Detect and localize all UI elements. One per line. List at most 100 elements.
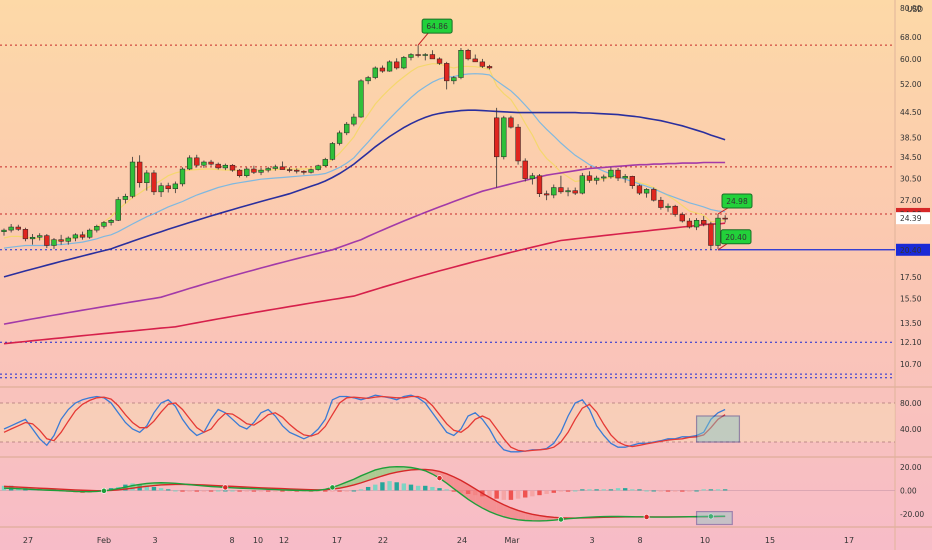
macd-histogram-bar <box>387 481 392 491</box>
macd-highlight-box <box>695 510 733 526</box>
time-tick-label: 15 <box>765 536 775 545</box>
macd-panel[interactable] <box>0 465 895 526</box>
candle-body <box>658 199 664 208</box>
macd-tick-label: 20.00 <box>900 463 922 472</box>
candle-body <box>272 166 278 169</box>
macd-crossover-marker <box>643 514 650 520</box>
callout-label: 20.40 <box>725 233 747 242</box>
candle-body <box>336 132 343 144</box>
macd-fill <box>446 473 454 489</box>
macd-crossover-marker <box>101 487 107 494</box>
currency-label: USD <box>907 5 923 14</box>
macd-histogram-bar <box>622 488 628 491</box>
macd-histogram-bar <box>358 489 364 491</box>
price-tick-label: 17.50 <box>900 273 922 282</box>
macd-histogram-bar <box>487 490 492 498</box>
callout-box <box>720 229 752 245</box>
candle-body <box>508 117 514 128</box>
macd-tick-label: 0.00 <box>900 486 917 495</box>
macd-histogram-bar <box>351 490 357 492</box>
price-tick-label: 34.50 <box>900 153 922 162</box>
candle-body <box>122 196 129 200</box>
ma-200-line <box>3 222 726 345</box>
time-tick-label: 12 <box>279 536 289 545</box>
candle-body <box>708 223 714 246</box>
time-tick-label: 24 <box>457 536 467 545</box>
candle-body <box>115 199 121 221</box>
candle-body <box>386 61 393 72</box>
candle-body <box>572 190 578 194</box>
stochastic-panel[interactable] <box>0 394 895 453</box>
price-panel[interactable]: 64.86 24.98 20.40 <box>0 18 895 379</box>
macd-histogram-bar <box>672 490 678 492</box>
candle-body <box>51 239 57 246</box>
macd-histogram-bar <box>194 490 199 492</box>
macd-histogram-bar <box>208 490 214 492</box>
price-tick-label: 12.10 <box>900 338 922 347</box>
candle-body <box>401 57 407 69</box>
candle-body <box>79 234 86 238</box>
stochastic-band <box>0 403 895 442</box>
candle-body <box>665 205 671 208</box>
candle-body <box>672 205 678 215</box>
candle-body <box>601 176 607 179</box>
macd-histogram-bar <box>558 490 564 492</box>
macd-histogram-bar <box>508 490 514 500</box>
candle-body <box>515 126 521 162</box>
candle-body <box>436 58 443 64</box>
macd-histogram-bar <box>401 483 407 491</box>
time-tick-label: 3 <box>152 536 157 545</box>
time-tick-label: 3 <box>589 536 594 545</box>
candle-body <box>315 165 321 170</box>
callout-label: 24.98 <box>726 197 748 206</box>
macd-histogram-bar <box>173 490 178 492</box>
candle-body <box>58 239 64 242</box>
time-tick-label: 10 <box>700 536 710 545</box>
macd-histogram-bar <box>451 490 457 492</box>
candle-body <box>294 169 300 172</box>
candle-body <box>615 169 621 179</box>
candle-body <box>379 67 386 72</box>
macd-histogram-bar <box>287 490 292 492</box>
macd-histogram-bar <box>144 485 149 491</box>
candle-body <box>108 220 114 223</box>
time-tick-label: 10 <box>253 536 263 545</box>
callout-pointer <box>417 32 429 46</box>
macd-histogram-bar <box>337 490 342 492</box>
candle-body <box>15 226 21 230</box>
macd-signal-line <box>3 468 726 519</box>
candle-body <box>451 77 457 82</box>
macd-histogram-bar <box>444 489 449 491</box>
candle-body <box>529 175 536 179</box>
macd-histogram-bar <box>701 489 706 491</box>
macd-crossover-marker <box>558 516 564 523</box>
macd-histogram-bar <box>344 490 349 492</box>
macd-histogram-bar <box>644 490 649 492</box>
ma-50-line <box>3 109 726 278</box>
macd-histogram-bar <box>258 490 264 492</box>
candle-body <box>422 54 428 56</box>
time-tick-label: 8 <box>637 536 642 545</box>
candle-body <box>372 67 378 78</box>
macd-histogram-bar <box>415 485 421 491</box>
candle-body <box>543 193 550 196</box>
candle-body <box>629 176 635 186</box>
macd-fill <box>468 484 476 504</box>
candle-body <box>636 185 643 194</box>
macd-histogram-bar <box>658 490 664 492</box>
macd-crossover-marker <box>707 513 714 520</box>
candle-body <box>701 220 707 225</box>
time-tick-label: Mar <box>504 536 520 545</box>
macd-histogram-bar <box>394 482 399 491</box>
macd-histogram-bar <box>437 488 442 491</box>
macd-crossover-marker <box>436 475 443 482</box>
macd-histogram-bar <box>494 490 499 499</box>
macd-fill <box>510 507 519 520</box>
macd-histogram-bar <box>530 490 535 497</box>
macd-histogram-bar <box>608 489 614 491</box>
candle-body <box>494 117 500 158</box>
macd-histogram-bar <box>230 490 235 492</box>
candle-body <box>593 177 600 181</box>
candle-body <box>137 161 143 183</box>
